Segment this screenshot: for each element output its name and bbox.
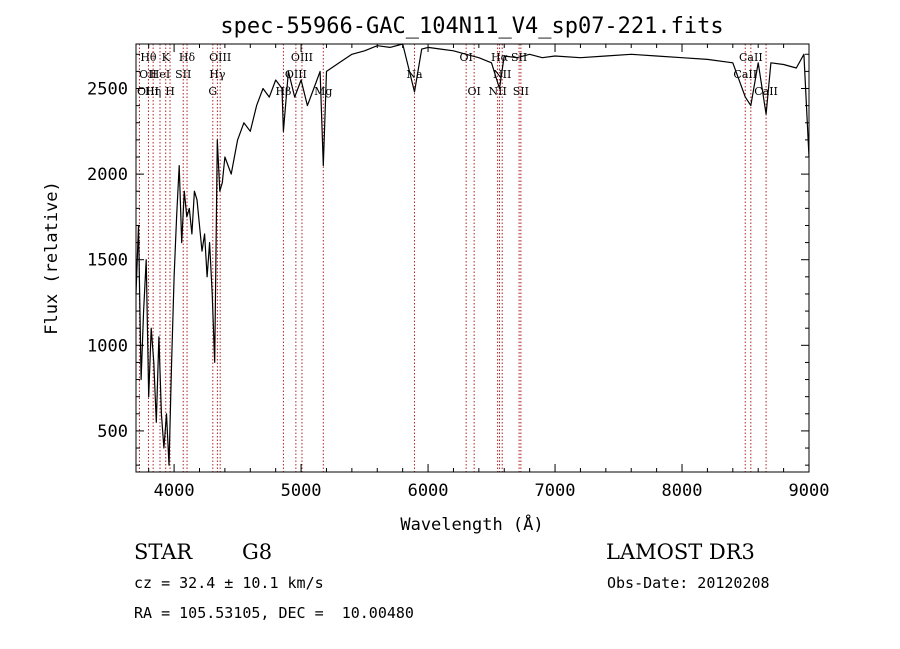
- spectral-line-label: OII: [139, 68, 157, 81]
- y-tick-label: 500: [97, 422, 128, 442]
- spectral-line-label: Hη: [145, 85, 161, 98]
- y-tick-label: 2500: [87, 80, 128, 100]
- spectral-line-label: OIII: [285, 68, 307, 81]
- observation-date: Obs-Date: 20120208: [607, 574, 770, 592]
- object-class: STAR: [134, 540, 193, 564]
- survey-name: LAMOST DR3: [606, 540, 755, 564]
- spectral-line-label: OI: [467, 85, 480, 98]
- spectral-line-markers: [138, 44, 767, 472]
- spectral-line-label: HeI: [150, 68, 170, 81]
- x-tick-label: 9000: [789, 481, 830, 501]
- y-tick-label: 1000: [87, 336, 128, 356]
- axis-ticks: 4000 5000 6000 7000 8000 9000 500 1000 1500 2000 2…: [87, 44, 829, 501]
- spectrum-series: [135, 43, 810, 466]
- y-axis-label: Flux (relative): [42, 181, 62, 335]
- spectral-line-label: CaII: [739, 51, 763, 64]
- object-subclass: G8: [242, 540, 273, 564]
- spectral-line-label: K: [162, 51, 171, 64]
- spectral-line-label: OIII: [291, 51, 313, 64]
- x-tick-label: 7000: [535, 481, 576, 501]
- spectral-line-label: NII: [488, 85, 506, 98]
- y-tick-label: 1500: [87, 251, 128, 271]
- x-tick-label: 5000: [281, 481, 322, 501]
- spectral-line-label: Mg: [314, 85, 332, 98]
- x-tick-label: 4000: [154, 481, 195, 501]
- spectral-line-label: Hθ: [140, 51, 157, 64]
- x-tick-label: 8000: [662, 481, 703, 501]
- spectral-line-label: G: [208, 85, 217, 98]
- spectral-line-label: NII: [493, 68, 511, 81]
- spectral-line-label: CaII: [733, 68, 757, 81]
- y-tick-label: 2000: [87, 165, 128, 185]
- plot-frame: [135, 43, 810, 473]
- spectral-line-label: CaII: [754, 85, 778, 98]
- spectral-line-label: SII: [175, 68, 191, 81]
- spectral-line-label: SII: [511, 51, 527, 64]
- spectrum-chart: spec-55966-GAC_104N11_V4_sp07-221.fits H…: [42, 14, 829, 535]
- spectrum-line: [135, 43, 810, 466]
- spectral-line-label: H: [165, 85, 175, 98]
- spectral-line-label: Hγ: [209, 68, 226, 81]
- redshift-velocity: cz = 32.4 ± 10.1 km/s: [134, 574, 324, 592]
- spectral-line-label: OI: [459, 51, 472, 64]
- spectral-line-label: Hβ: [275, 85, 291, 98]
- spectral-line-label: SII: [513, 85, 529, 98]
- ra-dec-coordinates: RA = 105.53105, DEC = 10.00480: [134, 604, 414, 622]
- spectral-line-label: OIII: [209, 51, 231, 64]
- x-axis-label: Wavelength (Å): [400, 513, 543, 535]
- spectral-line-label: Hδ: [179, 51, 196, 64]
- spectral-line-label: Hα: [491, 51, 509, 64]
- chart-title: spec-55966-GAC_104N11_V4_sp07-221.fits: [220, 14, 723, 39]
- x-tick-label: 6000: [408, 481, 449, 501]
- spectral-line-label: Na: [406, 68, 423, 81]
